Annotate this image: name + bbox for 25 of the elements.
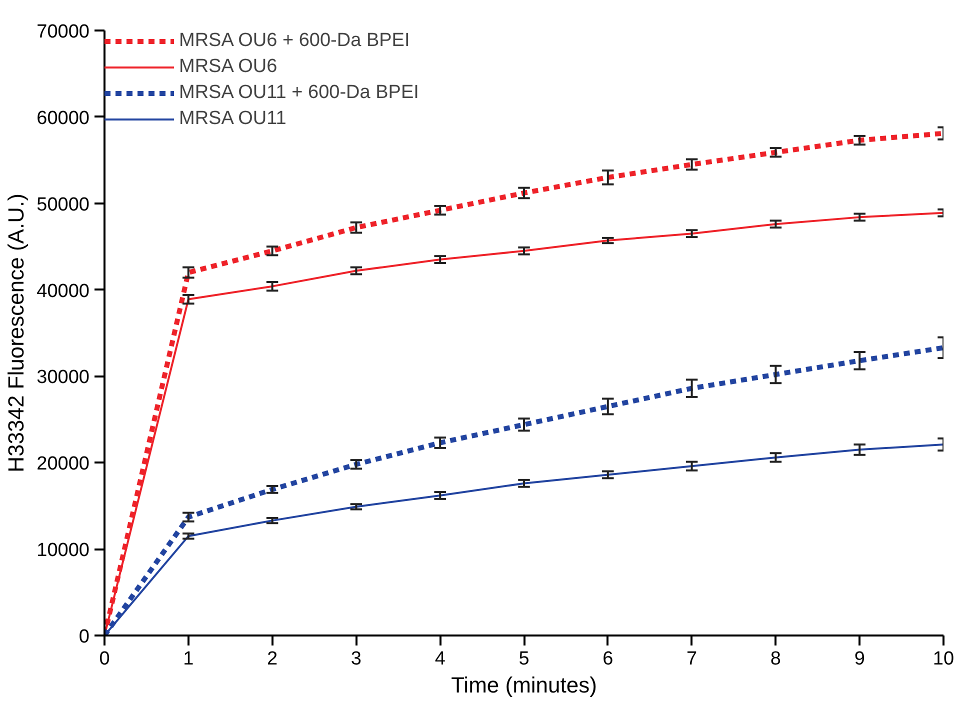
y-tick-label: 0 [78,626,90,648]
y-tick-label: 40000 [36,280,90,302]
x-tick-label: 2 [267,648,278,670]
y-tick-label: 60000 [36,108,90,129]
x-tick-label: 8 [770,648,781,670]
legend-label: MRSA OU11 + 600-Da BPEI [179,82,419,104]
x-tick-label: 6 [602,648,614,670]
legend-label: MRSA OU11 [179,108,286,130]
legend-label: MRSA OU6 [179,56,278,78]
x-tick-label: 0 [99,648,110,670]
y-axis-title: H33342 Fluorescence (A.U.) [4,194,29,472]
x-tick-label: 4 [434,648,446,670]
y-tick-label: 70000 [36,22,90,42]
y-tick-label: 20000 [36,454,90,475]
legend-label: MRSA OU6 + 600-Da BPEI [179,30,410,52]
x-tick-label: 5 [518,648,530,670]
x-axis-title: Time (minutes) [451,672,597,698]
y-tick-label: 50000 [36,194,90,216]
x-tick-label: 7 [686,648,698,670]
x-tick-label: 9 [854,648,865,670]
x-tick-label: 1 [183,648,194,670]
x-tick-label: 10 [932,648,954,670]
y-tick-label: 30000 [36,367,90,388]
x-tick-label: 3 [350,648,362,670]
y-tick-label: 10000 [36,540,90,562]
